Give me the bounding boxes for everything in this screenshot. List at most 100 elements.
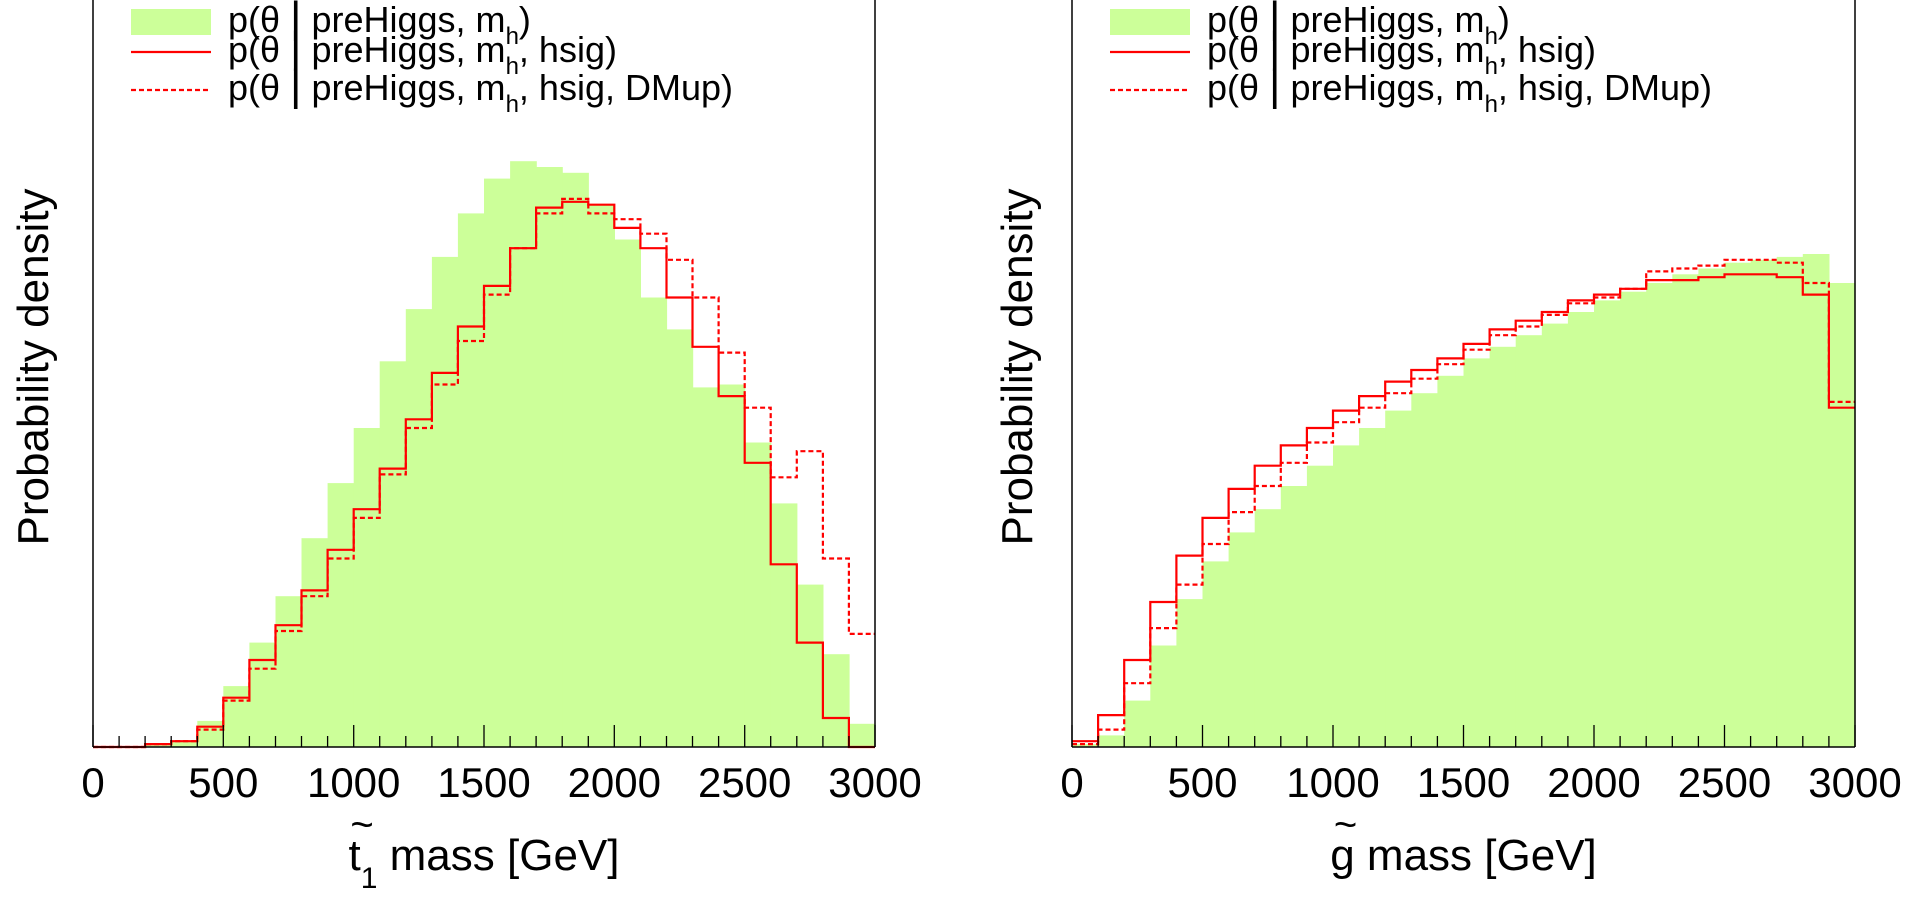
histogram-bar (1776, 256, 1804, 747)
legend-label-subscript: h (506, 91, 519, 118)
histogram-bar (1567, 312, 1595, 747)
histogram-bar (1176, 599, 1204, 747)
x-axis-label-text: mass [GeV] (377, 831, 619, 880)
x-tick-label: 0 (81, 759, 104, 806)
histogram-bar (431, 256, 459, 747)
x-axis-label-tilde: ~ (350, 803, 373, 847)
legend-label-part: p(θ (1207, 29, 1269, 70)
histogram-bar (197, 720, 224, 747)
legend-label-part: ) (519, 0, 531, 40)
legend-label-part: p(θ (1207, 0, 1269, 40)
histogram-bar (822, 654, 850, 747)
x-tick-label: 2000 (1547, 759, 1640, 806)
series-filled (1072, 254, 1856, 747)
histogram-bar (1228, 532, 1256, 747)
x-axis-label-symbol: g (1330, 831, 1354, 880)
histogram-bar (1620, 291, 1647, 747)
histogram-bar (1202, 561, 1230, 747)
series-dashed (93, 197, 875, 749)
x-tick-label: 2500 (698, 759, 791, 806)
histogram-bar (1750, 259, 1778, 747)
x-axis-label-subscript: 1 (361, 862, 378, 895)
legend-label-subscript: h (506, 53, 519, 80)
legend-label-bar: | (1269, 61, 1280, 110)
histogram-bar (1802, 254, 1830, 747)
histogram-bar (640, 297, 668, 747)
legend-label-bar: | (290, 0, 301, 42)
legend-label-part: p(θ (228, 29, 290, 70)
legend-label: p(θ | preHiggs, mh, hsig) (1207, 23, 1596, 80)
legend-swatch-fill (1110, 9, 1190, 35)
x-tick-label: 3000 (1808, 759, 1901, 806)
histogram-bar (1672, 274, 1699, 747)
legend-label-bar: | (290, 61, 301, 110)
histogram-bar (588, 204, 615, 747)
legend-label: p(θ | preHiggs, mh, hsig, DMup) (228, 61, 733, 118)
legend-label-part: preHiggs, m (301, 29, 505, 70)
legend-entry-dashed-line: p(θ | preHiggs, mh, hsig, DMup) (131, 61, 733, 118)
histogram-bar (536, 167, 563, 747)
legend-label-part: preHiggs, m (1280, 0, 1484, 40)
histogram-bar (353, 428, 381, 747)
x-tick-label: 1500 (1417, 759, 1510, 806)
legend-label-part: , hsig) (1498, 29, 1596, 70)
legend-label-bar: | (1269, 23, 1280, 72)
histogram-bar (718, 384, 746, 747)
y-axis-label: Probability density (993, 188, 1042, 545)
histogram-bar (1594, 300, 1621, 747)
x-axis-label-text: mass [GeV] (1355, 831, 1597, 880)
histogram-bar (1150, 645, 1177, 747)
histogram-bar (1098, 735, 1125, 747)
legend-label-part: p(θ (228, 0, 290, 40)
legend-label-part: preHiggs, m (301, 67, 505, 108)
histogram-bar (692, 387, 720, 747)
histogram-bar (1698, 268, 1726, 747)
legend-entry-solid-line: p(θ | preHiggs, mh, hsig) (131, 23, 617, 80)
panel-1: 0 500 1000 1500 2000 2500 3000 Probability dens… (9, 0, 922, 895)
legend-entry-prior-fill: p(θ | preHiggs, mh) (1110, 0, 1510, 50)
legend-label-part: ) (1498, 0, 1510, 40)
x-tick-label: 500 (1167, 759, 1237, 806)
histogram-bar (796, 584, 824, 747)
legend-label: p(θ | preHiggs, mh) (228, 0, 531, 50)
histogram-bar (379, 361, 407, 747)
legend-label-part: , hsig) (519, 29, 617, 70)
legend-label-part: p(θ (228, 67, 290, 108)
histogram-bar (275, 596, 303, 747)
legend-label-subscript: h (506, 23, 519, 50)
histogram-bar (1072, 744, 1099, 747)
x-axis-label-tilde: ~ (1334, 803, 1357, 847)
x-axis-label: g mass [GeV] (1330, 831, 1597, 880)
legend-label-bar: | (1269, 0, 1280, 42)
histogram-bar (510, 161, 537, 747)
histogram-bar (848, 723, 876, 747)
legend-label: p(θ | preHiggs, mh, hsig, DMup) (1207, 61, 1712, 118)
histogram-bar (1724, 262, 1752, 747)
x-tick-label: 1500 (437, 759, 530, 806)
histogram-bar (1280, 486, 1308, 747)
series-solid (93, 200, 875, 749)
legend-entry-dashed-line: p(θ | preHiggs, mh, hsig, DMup) (1110, 61, 1712, 118)
x-tick-label: 3000 (828, 759, 921, 806)
histogram-bar (1333, 445, 1360, 747)
legend-label-bar: | (290, 23, 301, 72)
histogram-bar (171, 741, 198, 747)
legend-label-subscript: h (1485, 23, 1498, 50)
legend-entry-solid-line: p(θ | preHiggs, mh, hsig) (1110, 23, 1596, 80)
legend: p(θ | preHiggs, mh)p(θ | preHiggs, mh, h… (1110, 0, 1712, 118)
panel-2: 0 500 1000 1500 2000 2500 3000 Probability dens… (993, 0, 1902, 880)
histogram-bar (457, 213, 485, 747)
histogram-bar (1515, 335, 1543, 747)
histogram-bar (1359, 428, 1386, 747)
legend-label-subscript: h (1485, 53, 1498, 80)
histogram-bar (327, 483, 355, 747)
x-tick-label: 500 (188, 759, 258, 806)
histogram-bar (666, 329, 694, 747)
x-tick-label: 1000 (1286, 759, 1379, 806)
x-tick-label: 2000 (568, 759, 661, 806)
histogram-bar (301, 538, 329, 747)
histogram-bar (1124, 700, 1151, 747)
histogram-bar (1828, 283, 1856, 747)
